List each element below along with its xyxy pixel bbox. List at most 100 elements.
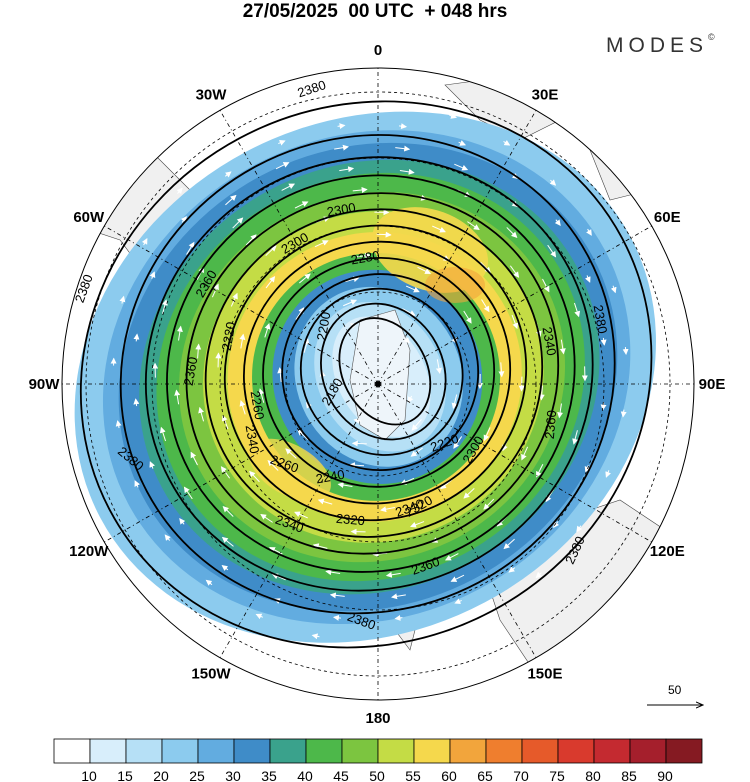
colorbar-tick-label: 80 bbox=[585, 768, 601, 782]
wind-arrow bbox=[298, 273, 311, 284]
wind-arrow bbox=[407, 395, 414, 403]
contour-label: 2260 bbox=[248, 390, 268, 421]
height-contour bbox=[281, 273, 480, 471]
contour-label: 2320 bbox=[335, 511, 365, 528]
wind-arrow bbox=[600, 337, 607, 346]
wind-arrow bbox=[449, 113, 458, 119]
wind-arrow bbox=[343, 299, 358, 307]
wind-arrow bbox=[255, 613, 264, 620]
wind-arrow bbox=[317, 498, 333, 505]
contour-label: 2280 bbox=[350, 248, 381, 268]
wind-arrow bbox=[395, 145, 411, 152]
colorbar-tick-label: 75 bbox=[549, 768, 565, 782]
wind-arrow bbox=[345, 276, 360, 283]
wind-arrow bbox=[454, 163, 469, 171]
wind-arrow bbox=[149, 461, 155, 469]
brand-name: MODES bbox=[606, 34, 709, 57]
colorbar-tick-label: 20 bbox=[153, 768, 169, 782]
colorbar-tick-label: 55 bbox=[405, 768, 421, 782]
wind-arrow bbox=[115, 420, 122, 429]
wind-arrow bbox=[576, 525, 583, 533]
wind-arrow bbox=[352, 187, 368, 193]
wind-arrow bbox=[232, 217, 244, 229]
wind-arrow bbox=[278, 140, 286, 146]
wind-arrow bbox=[220, 466, 231, 479]
height-contour bbox=[166, 174, 576, 573]
copyright-mark: © bbox=[708, 32, 715, 42]
wind-arrow bbox=[403, 337, 411, 344]
longitude-label: 150E bbox=[527, 665, 562, 682]
wind-arrow bbox=[559, 339, 566, 355]
meridian bbox=[377, 383, 652, 543]
wind-arrow bbox=[224, 171, 232, 178]
contour-label: 2360 bbox=[542, 410, 559, 440]
wind-arrow bbox=[458, 140, 467, 146]
wind-arrow bbox=[390, 100, 399, 107]
wind-arrow bbox=[454, 598, 462, 604]
wind-arrow bbox=[411, 419, 422, 431]
colorbar-swatch bbox=[449, 738, 487, 764]
wind-arrow bbox=[230, 292, 238, 307]
jet-maximum bbox=[249, 438, 331, 502]
height-contour bbox=[299, 287, 464, 456]
wind-arrow bbox=[509, 265, 520, 278]
latitude-circle bbox=[85, 91, 671, 677]
wind-arrow bbox=[385, 571, 401, 578]
wind-arrow bbox=[195, 343, 202, 359]
wind-arrow bbox=[245, 234, 257, 246]
longitude-labels: 0 30E 60E 90E 120E 150E 180 150W 120W 90W 60W 30W bbox=[29, 42, 726, 727]
wind-arrow bbox=[294, 201, 309, 209]
wind-arrow bbox=[133, 398, 140, 407]
wind-arrow bbox=[463, 488, 475, 499]
wind-arrow bbox=[281, 183, 296, 191]
wind-arrow bbox=[610, 285, 617, 294]
antarctica bbox=[349, 309, 411, 441]
longitude-label: 30E bbox=[532, 87, 559, 104]
wind-arrow bbox=[249, 470, 260, 483]
wind-arrow bbox=[521, 446, 529, 461]
colorbar-swatch bbox=[53, 738, 91, 764]
wind-arrow bbox=[356, 252, 372, 259]
wind-arrow bbox=[405, 285, 420, 293]
wind-arrow bbox=[542, 278, 550, 293]
wind-arrow bbox=[554, 219, 561, 226]
wind-arrow bbox=[339, 166, 355, 173]
wind-arrow bbox=[221, 414, 229, 430]
wind-arrow bbox=[557, 403, 564, 419]
wind-arrow bbox=[572, 430, 579, 445]
wind-arrow bbox=[186, 241, 195, 255]
colorbar-swatch bbox=[521, 738, 559, 764]
longitude-label: 150W bbox=[191, 665, 231, 682]
colorbar-swatch bbox=[269, 738, 307, 764]
wind-arrow bbox=[221, 147, 229, 153]
wind-arrow bbox=[417, 266, 432, 274]
wind-arrow bbox=[573, 302, 581, 318]
wind-arrow bbox=[275, 162, 290, 170]
wind-arrow bbox=[380, 506, 395, 513]
wind-arrow bbox=[334, 144, 349, 151]
wind-arrow bbox=[538, 385, 545, 401]
wind-arrow bbox=[503, 538, 515, 550]
colorbar-swatch bbox=[665, 738, 703, 764]
wind-arrow bbox=[174, 389, 181, 405]
wind-arrow bbox=[584, 465, 591, 473]
wind-arrow bbox=[453, 436, 463, 449]
colorbar-tick-label: 60 bbox=[441, 768, 457, 782]
colorbar-swatch bbox=[413, 738, 451, 764]
colorbar-tick-label: 15 bbox=[117, 768, 133, 782]
geopotential-contours bbox=[79, 100, 653, 649]
colorbar-swatch bbox=[629, 738, 667, 764]
wind-arrow bbox=[351, 440, 367, 447]
wind-arrow bbox=[211, 283, 219, 298]
wind-arrow bbox=[295, 307, 305, 320]
wind-arrow bbox=[277, 367, 284, 383]
wind-arrow bbox=[605, 470, 611, 478]
colorbar-swatch bbox=[161, 738, 199, 764]
wind-arrow bbox=[311, 633, 320, 640]
wind-arrow bbox=[435, 359, 442, 375]
longitude-label: 120W bbox=[69, 543, 109, 560]
wind-arrow bbox=[402, 308, 416, 316]
wind-arrow bbox=[586, 228, 592, 236]
wind-arrow bbox=[410, 521, 425, 528]
